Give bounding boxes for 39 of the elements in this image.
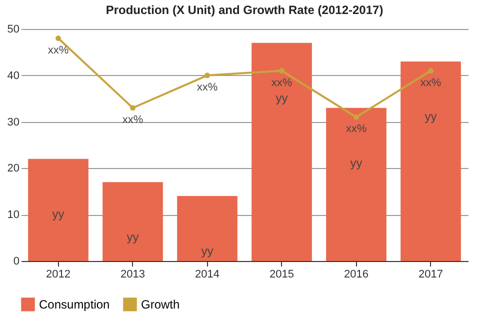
data-label: yy (350, 156, 362, 170)
data-label: xx% (196, 81, 218, 94)
data-label: xx% (271, 76, 292, 89)
data-label: xx% (346, 123, 367, 136)
data-label: xx% (420, 76, 442, 89)
x-tick-label: 2013 (120, 268, 145, 280)
data-label: xx% (122, 114, 144, 126)
point (130, 105, 136, 111)
chart-title: Production (X Unit) and Growth Rate (2012-2017) (106, 3, 384, 17)
bar (400, 61, 461, 261)
x-tick-label: 2016 (344, 268, 368, 280)
data-label: yy (424, 109, 437, 124)
bar (28, 158, 88, 261)
point (204, 72, 210, 78)
data-label: xx% (48, 44, 69, 56)
data-label: yy (276, 90, 288, 105)
x-tick-label: 2015 (270, 268, 294, 280)
point (354, 114, 359, 120)
x-tick-label: 2017 (418, 268, 443, 280)
bar (177, 196, 238, 261)
data-label: yy (52, 206, 64, 221)
y-tick-label: 20 (7, 162, 20, 175)
y-tick-label: 40 (7, 70, 20, 82)
legend-label: Consumption (39, 297, 110, 312)
y-tick-label: 10 (7, 209, 20, 222)
y-tick-label: 30 (7, 116, 20, 128)
data-label: yy (126, 230, 139, 244)
bar (102, 182, 163, 261)
legend-label: Growth (141, 297, 180, 312)
x-tick-label: 2012 (46, 268, 70, 280)
bar (326, 108, 386, 261)
point (428, 68, 434, 74)
data-label: yy (201, 244, 214, 258)
y-tick-label: 50 (7, 24, 20, 36)
point (279, 68, 284, 74)
bar (252, 42, 312, 261)
x-tick-label: 2014 (195, 268, 220, 280)
y-tick-label: 0 (13, 256, 20, 268)
point (56, 36, 61, 42)
